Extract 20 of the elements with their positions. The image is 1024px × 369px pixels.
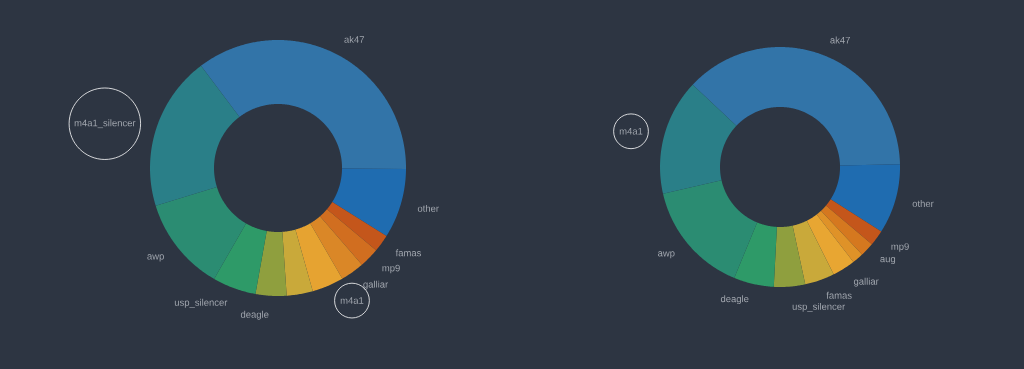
slice-label: m4a1_silencer [74, 119, 136, 129]
slice-label: other [912, 200, 934, 207]
slice-label: m4a1 [619, 127, 643, 135]
slice-label: ak47 [344, 35, 365, 43]
slice-label: aug [880, 257, 896, 265]
slice-label: usp_silencer [792, 302, 846, 312]
slice-label: ak47 [830, 36, 850, 44]
slice-label: deagle [720, 295, 749, 305]
slice-label: famas [826, 291, 852, 299]
slice-label: awp [658, 251, 675, 259]
slice-label: famas [395, 249, 422, 257]
slice-label: galliar [363, 280, 389, 290]
slice-label: galliar [853, 277, 879, 287]
slice-label: deagle [240, 310, 269, 320]
slice-label: awp [147, 254, 164, 262]
slice-label: mp9 [891, 243, 909, 252]
slice-label: m4a1 [340, 297, 364, 304]
slice-label: usp_silencer [174, 298, 228, 308]
slice-label: other [417, 204, 439, 212]
slice-label: mp9 [382, 264, 400, 274]
